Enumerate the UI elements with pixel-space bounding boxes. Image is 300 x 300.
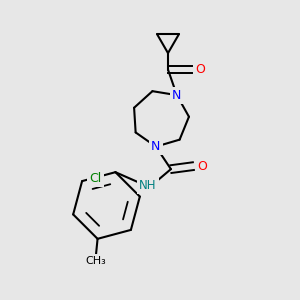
Text: CH₃: CH₃ bbox=[86, 256, 106, 266]
Text: O: O bbox=[196, 63, 205, 76]
Text: N: N bbox=[172, 89, 182, 102]
Text: NH: NH bbox=[139, 179, 157, 192]
Text: N: N bbox=[151, 140, 160, 153]
Text: O: O bbox=[197, 160, 207, 172]
Text: Cl: Cl bbox=[89, 172, 102, 184]
